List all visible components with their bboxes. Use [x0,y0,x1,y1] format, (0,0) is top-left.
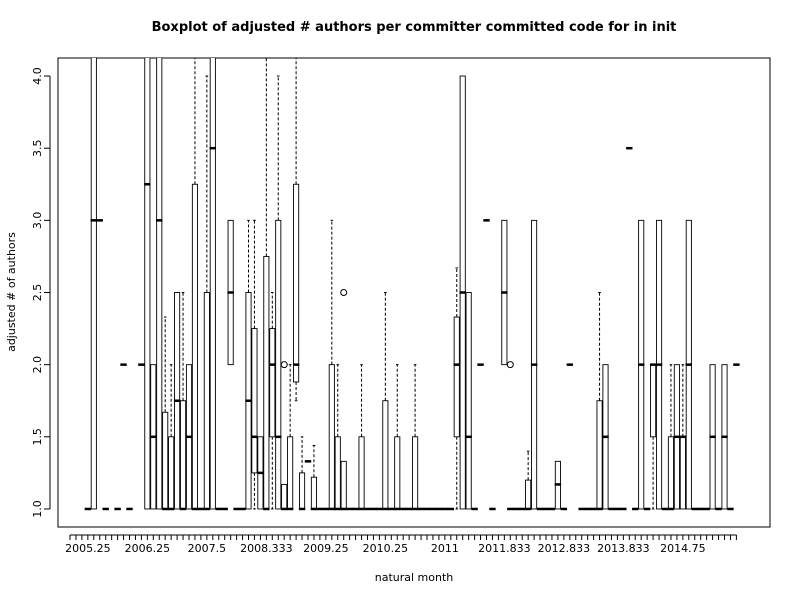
box [293,183,300,383]
y-tick-label: 3.5 [31,139,44,157]
x-tick-label: 2008.333 [240,542,293,555]
plot-frame [57,57,771,528]
y-tick-label: 2.0 [31,356,44,374]
x-tick-label: 2011 [431,542,459,555]
box [203,292,210,510]
y-tick-label: 4.0 [31,67,44,85]
box [168,436,175,510]
box [275,219,282,510]
box [287,436,294,510]
box [679,436,686,510]
box [382,400,389,510]
box [596,400,603,510]
y-tick-label: 3.0 [31,212,44,230]
box [281,483,288,510]
box [299,472,306,510]
box [156,58,163,510]
box [465,292,472,510]
box [179,400,187,510]
box [263,255,270,510]
box [340,460,347,510]
x-tick-label: 2013.833 [597,542,650,555]
box [90,58,97,510]
box [394,436,401,510]
x-tick-label: 2014.75 [660,542,706,555]
x-axis-label: natural month [375,571,454,584]
x-tick-label: 2011.833 [478,542,531,555]
box [525,479,532,510]
box [334,436,341,510]
outlier [280,361,288,369]
y-tick-label: 2.5 [31,284,44,302]
box [162,411,169,510]
box [251,328,258,474]
chart-title: Boxplot of adjusted # authors per commit… [152,20,677,35]
box [328,364,335,510]
box [269,328,276,438]
box [667,436,674,510]
y-tick-label: 1.0 [31,500,44,518]
box [650,364,657,438]
y-axis-label: adjusted # of authors [5,232,18,352]
outlier [506,361,514,369]
box [453,316,460,438]
box [144,58,151,510]
x-tick-label: 2006.25 [125,542,171,555]
x-tick-label: 2009.25 [303,542,349,555]
box [412,436,419,510]
x-tick-label: 2012.833 [538,542,591,555]
box [358,436,365,510]
y-tick-label: 1.5 [31,428,44,446]
plot-area [84,58,740,511]
box [209,58,216,510]
outlier [340,289,348,296]
box [310,476,318,510]
box [191,183,199,510]
x-tick-label: 2007.5 [188,542,227,555]
x-tick-label: 2005.25 [65,542,111,555]
x-tick-label: 2010.25 [363,542,409,555]
